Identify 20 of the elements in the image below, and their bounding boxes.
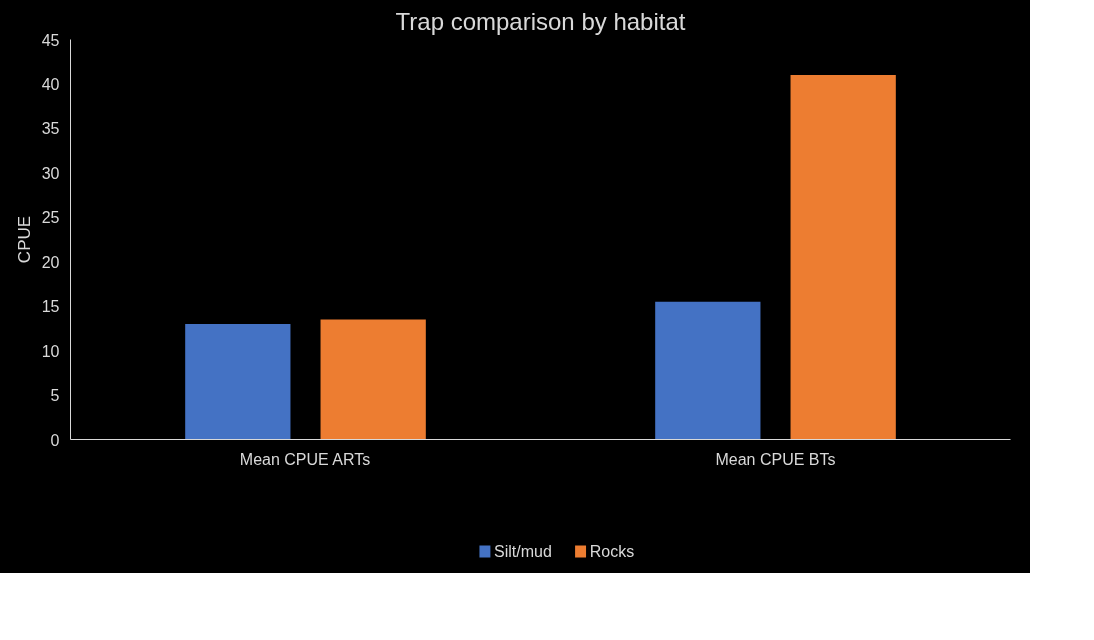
chart-title: Trap comparison by habitat [395,7,686,35]
x-tick-label: Mean CPUE BTs [715,450,836,468]
y-axis-title: CPUE [14,215,34,264]
y-tick-label: 20 [41,253,60,271]
y-tick-label: 15 [41,298,60,316]
bar [185,323,291,440]
y-tick-label: 25 [41,209,60,227]
y-tick-label: 30 [41,164,60,182]
legend-label: Silt/mud [494,543,552,560]
y-tick-label: 0 [50,431,60,449]
x-tick-label: Mean CPUE ARTs [239,450,371,468]
y-tick-label: 40 [41,75,60,93]
legend-label: Rocks [589,543,635,560]
y-tick-label: 35 [41,120,60,138]
y-tick-label: 5 [50,387,60,405]
y-tick-label: 45 [41,31,60,49]
bar [790,75,896,440]
bar [655,301,761,440]
y-tick-label: 10 [41,342,60,360]
bar [320,319,426,440]
